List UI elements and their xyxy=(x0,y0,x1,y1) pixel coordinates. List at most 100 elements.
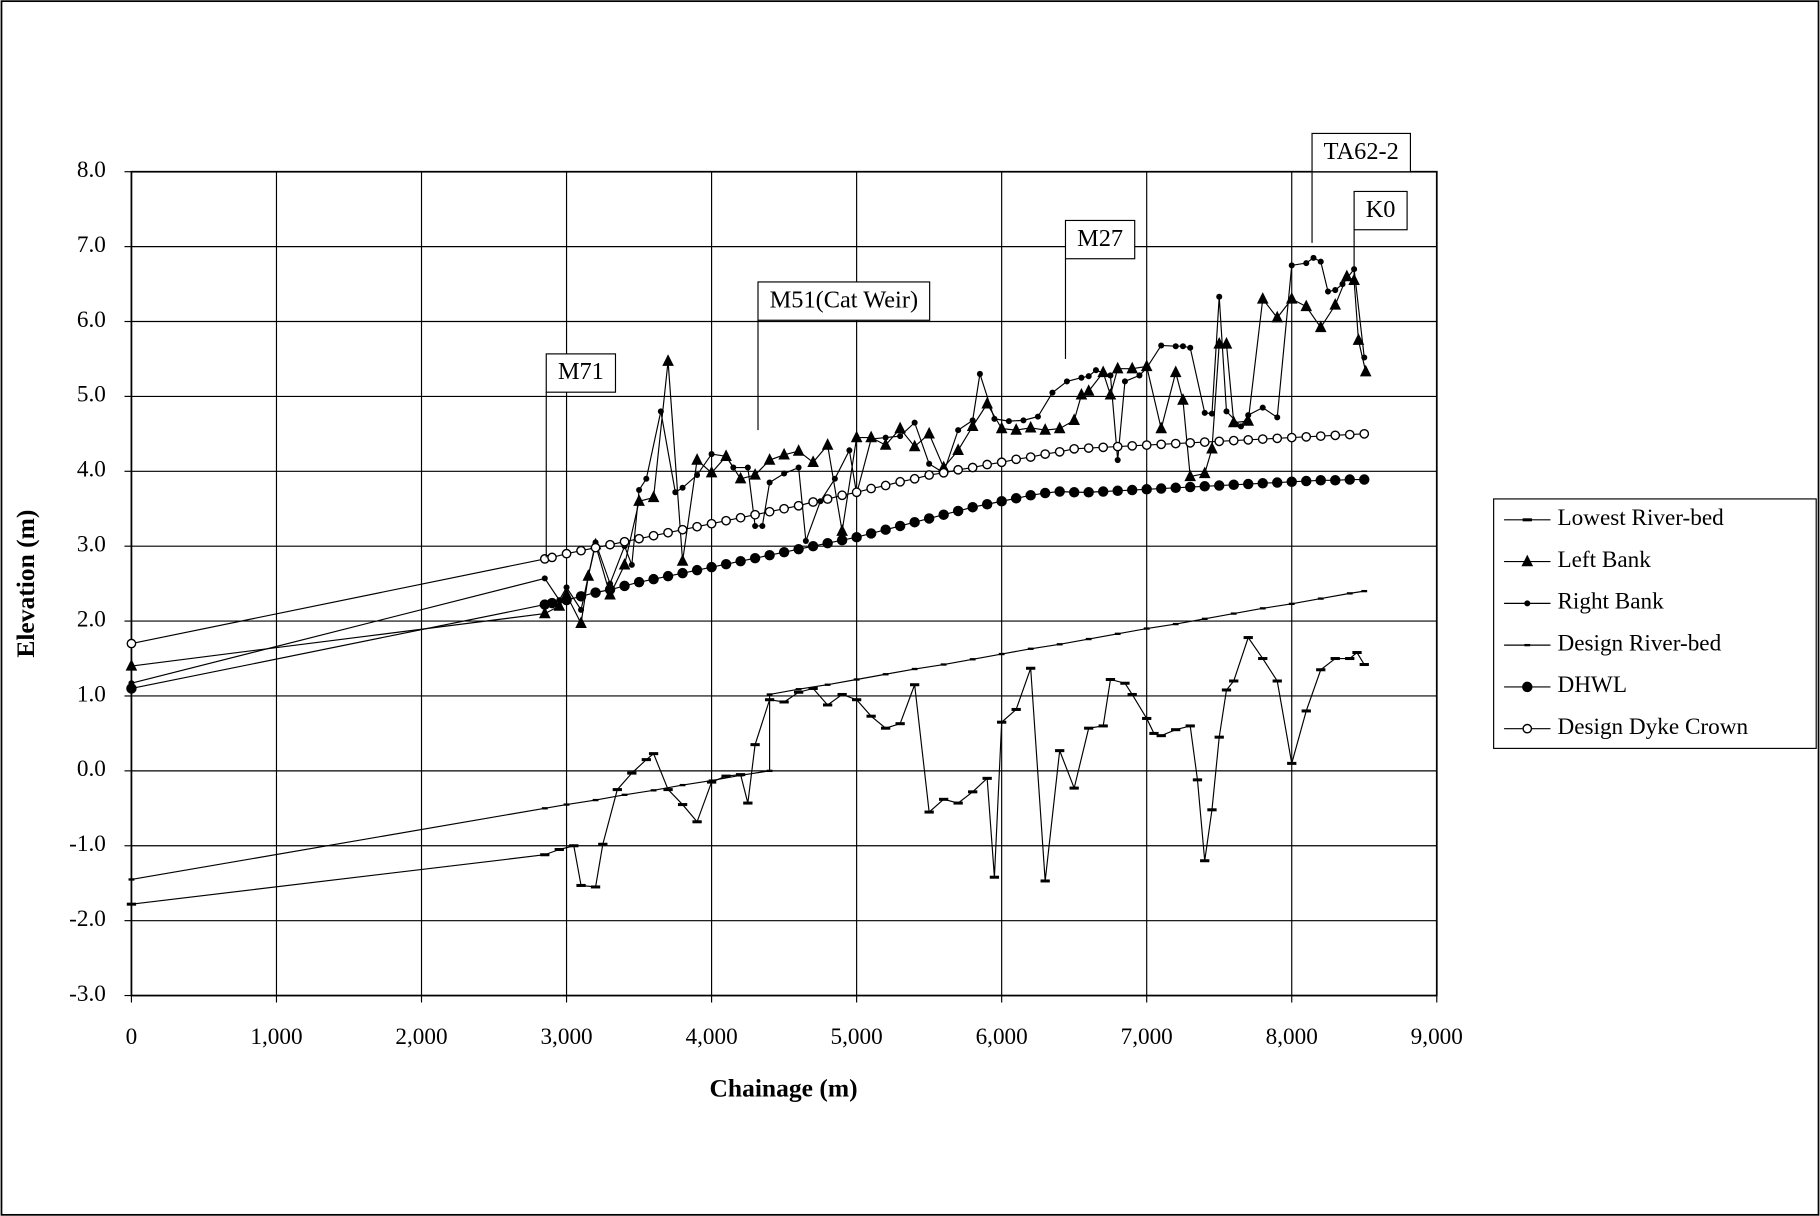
marker xyxy=(575,591,587,602)
marker xyxy=(1199,437,1210,447)
marker xyxy=(621,793,628,796)
x-tick-label: 2,000 xyxy=(395,1024,447,1050)
marker xyxy=(590,885,601,889)
marker xyxy=(1055,749,1065,753)
marker xyxy=(1085,637,1092,641)
marker xyxy=(938,509,949,520)
marker xyxy=(1242,414,1255,426)
marker xyxy=(1075,387,1088,400)
marker xyxy=(802,537,809,544)
annotation: TA62-2 xyxy=(1311,132,1412,173)
x-tick-label: 8,000 xyxy=(1266,1024,1318,1050)
marker xyxy=(1192,778,1203,782)
marker xyxy=(923,513,935,524)
marker xyxy=(541,807,548,810)
marker xyxy=(633,494,645,506)
marker xyxy=(793,543,804,555)
marker xyxy=(953,801,963,805)
marker xyxy=(1259,404,1266,411)
marker xyxy=(1155,483,1167,494)
marker xyxy=(1315,431,1326,441)
marker xyxy=(750,509,760,520)
marker xyxy=(1272,433,1283,444)
annotation-label: M27 xyxy=(1077,225,1123,252)
marker xyxy=(779,700,789,704)
marker xyxy=(969,417,976,424)
series-line xyxy=(131,590,1365,881)
marker xyxy=(778,546,790,558)
marker xyxy=(126,902,137,906)
marker xyxy=(1198,466,1211,479)
marker xyxy=(911,667,918,671)
marker xyxy=(628,561,635,568)
marker xyxy=(1024,420,1037,433)
marker xyxy=(750,743,760,747)
marker xyxy=(1068,487,1080,498)
marker xyxy=(677,567,688,579)
marker xyxy=(1346,592,1353,595)
annotation-box xyxy=(1064,219,1136,260)
marker xyxy=(1216,293,1223,300)
annotation-label: TA62-2 xyxy=(1324,138,1399,165)
marker xyxy=(1141,440,1152,450)
marker xyxy=(634,533,644,544)
marker xyxy=(1171,728,1181,732)
marker xyxy=(677,803,688,807)
marker xyxy=(1126,361,1138,374)
marker xyxy=(764,549,775,561)
marker xyxy=(1359,663,1369,667)
marker xyxy=(1011,454,1022,465)
marker xyxy=(924,470,935,480)
marker xyxy=(1199,481,1210,492)
marker xyxy=(1208,410,1215,417)
marker xyxy=(1068,413,1080,426)
marker xyxy=(1114,457,1121,464)
marker xyxy=(1315,475,1326,486)
x-tick-label: 1,000 xyxy=(250,1024,302,1050)
marker xyxy=(955,427,962,434)
marker xyxy=(1127,440,1138,451)
marker xyxy=(1271,310,1284,323)
marker xyxy=(807,455,819,467)
annotation-label: M71 xyxy=(558,358,604,385)
marker xyxy=(752,522,759,529)
marker xyxy=(1522,681,1533,693)
y-tick-label: 0.0 xyxy=(77,756,106,782)
legend-label: Design Dyke Crown xyxy=(1557,714,1748,740)
marker xyxy=(648,573,659,585)
legend: Lowest River-bed Left Bank Right Bank Desig… xyxy=(1493,498,1817,749)
annotation-label: M51(Cat Weir) xyxy=(770,286,918,313)
marker xyxy=(1286,476,1297,488)
marker xyxy=(619,580,630,592)
marker xyxy=(1039,487,1051,499)
marker xyxy=(569,844,579,848)
marker xyxy=(1257,478,1268,489)
marker xyxy=(938,467,949,478)
x-tick-label: 9,000 xyxy=(1411,1024,1463,1050)
marker xyxy=(766,479,773,486)
marker xyxy=(1049,389,1056,396)
marker xyxy=(563,803,570,806)
marker xyxy=(1185,437,1196,448)
marker xyxy=(1344,429,1355,440)
marker xyxy=(618,557,631,570)
marker xyxy=(1227,415,1240,428)
marker xyxy=(1112,485,1123,496)
marker xyxy=(546,597,558,609)
marker xyxy=(1256,292,1269,304)
marker xyxy=(619,536,630,547)
marker xyxy=(1112,441,1123,452)
marker xyxy=(1092,367,1099,374)
marker xyxy=(1083,443,1094,453)
marker xyxy=(795,464,802,471)
marker xyxy=(793,690,804,694)
y-axis-title: Elevation (m) xyxy=(11,510,40,658)
marker xyxy=(1011,707,1021,711)
marker xyxy=(1245,412,1252,419)
marker xyxy=(808,497,818,507)
marker xyxy=(1330,657,1340,661)
marker xyxy=(541,575,548,582)
marker xyxy=(880,524,891,535)
marker xyxy=(836,534,848,546)
